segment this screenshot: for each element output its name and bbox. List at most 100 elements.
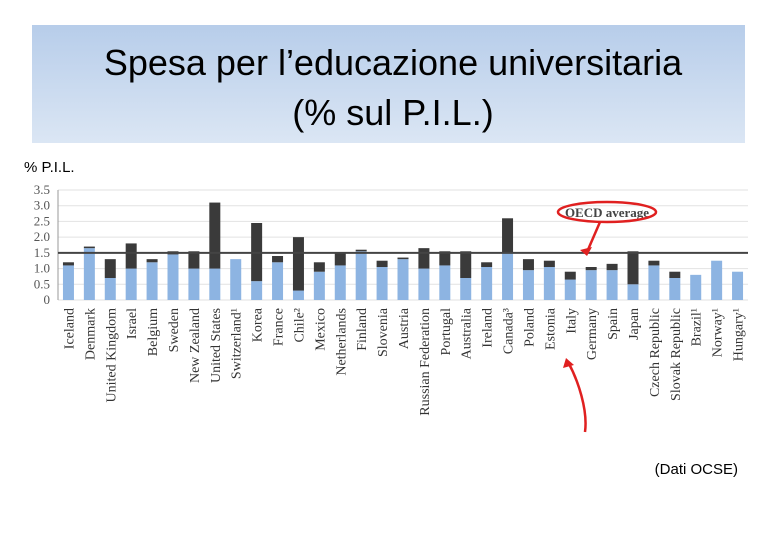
bar-segment xyxy=(439,265,451,300)
arrow xyxy=(566,361,587,433)
y-tick-label: 3.0 xyxy=(34,198,50,213)
x-tick-label: Brazil¹ xyxy=(690,308,705,346)
bar-segment xyxy=(188,268,200,300)
bar-segment xyxy=(209,202,221,269)
arrow xyxy=(585,221,602,253)
x-tick-label: Italy xyxy=(564,308,579,334)
bar-segment xyxy=(397,257,409,260)
x-tick-label: Norway¹ xyxy=(711,308,726,357)
subtitle: (% sul P.I.L.) xyxy=(292,92,493,133)
bar-segment xyxy=(292,237,304,291)
bar-segment xyxy=(104,278,116,300)
bar-segment xyxy=(627,284,639,300)
bar-segment xyxy=(502,252,514,300)
highlight-ellipse xyxy=(556,200,658,224)
bar-segment xyxy=(313,262,325,272)
plot: 00.51.01.52.02.53.03.5 Iceland Denmark Unit… xyxy=(34,182,748,416)
x-tick-label: Slovak Republic xyxy=(669,308,684,401)
bar-segment xyxy=(376,260,388,267)
bar-segment xyxy=(648,265,660,300)
y-axis-label: % P.I.L. xyxy=(24,159,75,176)
bar-segment xyxy=(355,249,367,252)
x-tick-label: Slovenia xyxy=(376,307,391,357)
y-tick-label: 1.5 xyxy=(34,245,50,260)
y-tick-label: 2.5 xyxy=(34,213,50,228)
x-tick-label: United Kingdom xyxy=(104,308,119,403)
bar-segment xyxy=(272,262,284,300)
oecd-label: OECD average xyxy=(565,205,649,220)
bar-segment xyxy=(334,252,346,266)
bar-segment xyxy=(522,270,534,300)
x-tick-label: Iceland xyxy=(62,308,77,349)
bar-segment xyxy=(606,263,618,271)
x-tick-label: Portugal xyxy=(439,308,454,356)
x-tick-label: Hungary¹ xyxy=(732,308,747,361)
y-tick-label: 2.0 xyxy=(34,229,50,244)
x-tick-label: Korea xyxy=(251,307,266,342)
bar-segment xyxy=(125,243,137,269)
bar-segment xyxy=(460,278,472,300)
y-tick-label: 3.5 xyxy=(34,182,50,197)
bar-segment xyxy=(62,265,74,300)
bar-segment xyxy=(502,218,514,253)
x-tick-label: Israel xyxy=(125,308,140,339)
bar-segment xyxy=(418,268,430,300)
x-tick-label: Sweden xyxy=(167,308,182,352)
bar-segment xyxy=(481,262,493,267)
arrow-head xyxy=(563,358,574,368)
bar-segment xyxy=(564,271,576,280)
bar-segment xyxy=(230,259,242,300)
bar-segment xyxy=(334,265,346,300)
x-tick-label: Ireland xyxy=(481,308,496,348)
x-tick-label: Mexico xyxy=(313,308,328,351)
x-tick-label: Austria xyxy=(397,307,412,349)
bar-segment xyxy=(83,246,95,249)
bar-segment xyxy=(543,260,555,267)
x-tick-label: Spain xyxy=(606,308,621,340)
bar-segment xyxy=(564,279,576,300)
bar-segment xyxy=(543,267,555,300)
x-tick-label: Germany xyxy=(585,308,600,360)
x-tick-label: Denmark xyxy=(83,308,98,360)
x-tick-label: Japan xyxy=(627,308,642,340)
x-tick-label: Belgium xyxy=(146,308,161,356)
x-tick-label: Netherlands xyxy=(334,308,349,376)
bar-segment xyxy=(313,271,325,300)
x-tick-label: Finland xyxy=(355,308,370,351)
bar-segment xyxy=(585,270,597,300)
bar-segment xyxy=(104,259,116,278)
bar-segment xyxy=(669,278,681,300)
x-tick-label: Australia xyxy=(460,307,475,359)
y-tick-label: 0.5 xyxy=(34,276,50,291)
bar-segment xyxy=(711,260,723,300)
x-tick-label: Poland xyxy=(522,308,537,347)
bar-segment xyxy=(251,281,263,300)
bar-segment xyxy=(648,260,660,266)
x-tick-label: New Zealand xyxy=(188,308,203,383)
bar-segment xyxy=(585,267,597,271)
bar-segment xyxy=(83,248,95,300)
bar-segment xyxy=(669,271,681,278)
bar-segment xyxy=(439,251,451,266)
bar-segment xyxy=(732,271,744,300)
y-tick-label: 0 xyxy=(44,292,51,307)
bar-segment xyxy=(167,254,179,300)
bar-segment xyxy=(460,251,472,278)
bar-segment xyxy=(481,267,493,300)
bar-segment xyxy=(376,267,388,300)
x-tick-label: Chile² xyxy=(292,308,307,343)
bar-segment xyxy=(522,259,534,271)
bar-segment xyxy=(272,256,284,263)
bar-segment xyxy=(146,262,158,300)
bar-segment xyxy=(627,251,639,285)
bar-segment xyxy=(62,262,74,266)
bar-segment xyxy=(397,259,409,300)
bar-segment xyxy=(418,248,430,269)
x-tick-label: Estonia xyxy=(543,307,558,350)
source: (Dati OCSE) xyxy=(655,461,738,478)
arrow-head xyxy=(580,247,592,256)
bar-segment xyxy=(606,270,618,300)
bar-segment xyxy=(355,251,367,300)
x-tick-label: Russian Federation xyxy=(418,308,433,416)
